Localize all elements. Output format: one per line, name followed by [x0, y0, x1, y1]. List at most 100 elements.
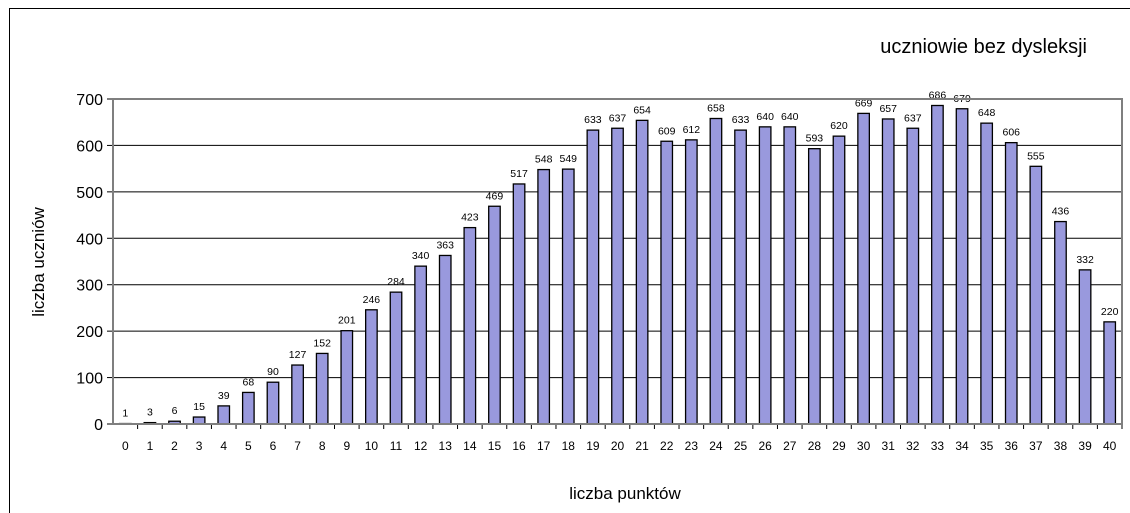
x-tick-label: 30 — [857, 439, 871, 453]
bar — [857, 112, 870, 425]
bar — [241, 391, 255, 425]
bar — [217, 405, 231, 425]
x-tick-label: 23 — [685, 439, 699, 453]
x-tick-label: 11 — [390, 439, 403, 453]
y-axis-label: liczba uczniów — [29, 206, 48, 316]
bar — [709, 117, 723, 425]
bar — [192, 416, 206, 425]
data-label: 648 — [978, 107, 996, 119]
x-tick-label: 26 — [758, 439, 772, 453]
x-tick-label: 38 — [1054, 439, 1068, 453]
x-tick-label: 32 — [906, 439, 920, 453]
bar — [463, 226, 477, 425]
bar — [561, 168, 575, 425]
bar — [586, 129, 600, 425]
bar — [291, 364, 304, 425]
x-tick-label: 4 — [220, 439, 227, 453]
bar — [881, 118, 895, 425]
bar — [684, 139, 698, 425]
bar — [758, 126, 772, 425]
bar — [1103, 321, 1117, 425]
data-label: 658 — [707, 103, 725, 115]
data-label: 15 — [193, 401, 205, 413]
data-label: 1 — [122, 408, 128, 420]
data-label: 423 — [461, 212, 479, 224]
y-tick-label: 700 — [76, 92, 103, 109]
data-label: 436 — [1052, 206, 1070, 218]
data-label: 637 — [609, 112, 627, 124]
data-label: 637 — [904, 112, 922, 124]
data-label: 152 — [313, 337, 331, 349]
x-tick-label: 18 — [562, 439, 576, 453]
x-tick-label: 22 — [660, 439, 674, 453]
bar — [340, 330, 354, 425]
x-tick-label: 3 — [196, 439, 203, 453]
x-tick-label: 6 — [270, 439, 277, 453]
data-label: 555 — [1027, 150, 1045, 162]
bar — [1029, 165, 1043, 425]
x-tick-label: 1 — [147, 439, 154, 453]
bar — [635, 119, 649, 425]
bar — [438, 254, 452, 425]
x-axis-label: liczba punktów — [569, 484, 681, 503]
x-tick-label: 12 — [414, 439, 428, 453]
bar — [537, 168, 551, 425]
bar — [906, 127, 920, 425]
x-tick-label: 19 — [586, 439, 600, 453]
data-label: 6 — [172, 405, 178, 417]
data-label: 593 — [806, 133, 824, 145]
data-label: 657 — [879, 103, 897, 115]
data-label: 332 — [1076, 254, 1094, 266]
y-tick-label: 100 — [76, 371, 103, 388]
x-tick-label: 35 — [980, 439, 994, 453]
x-tick-label: 16 — [512, 439, 526, 453]
x-tick-label: 10 — [365, 439, 379, 453]
data-label: 284 — [387, 276, 405, 288]
data-label: 127 — [289, 349, 307, 361]
bar — [832, 135, 846, 425]
chart-frame — [9, 8, 1130, 513]
x-tick-label: 27 — [783, 439, 797, 453]
data-label: 90 — [267, 366, 279, 378]
bar — [512, 183, 526, 425]
data-label: 633 — [732, 114, 750, 126]
data-label: 669 — [855, 97, 873, 109]
x-tick-label: 14 — [463, 439, 477, 453]
bar — [980, 122, 994, 425]
x-tick-label: 7 — [294, 439, 301, 453]
y-tick-label: 300 — [76, 278, 103, 295]
data-label: 620 — [830, 120, 848, 132]
bar — [611, 127, 624, 425]
data-label: 633 — [584, 114, 602, 126]
x-tick-label: 13 — [439, 439, 453, 453]
bar — [488, 205, 501, 425]
x-tick-label: 36 — [1005, 439, 1019, 453]
x-tick-label: 39 — [1078, 439, 1092, 453]
bar — [389, 291, 403, 425]
data-label: 363 — [436, 239, 454, 251]
data-label: 68 — [243, 376, 255, 388]
data-label: 39 — [218, 390, 230, 402]
data-label: 640 — [756, 111, 774, 123]
x-tick-label: 25 — [734, 439, 748, 453]
x-tick-label: 31 — [882, 439, 896, 453]
data-label: 246 — [363, 294, 381, 306]
x-tick-label: 37 — [1029, 439, 1043, 453]
chart-title: uczniowie bez dysleksji — [880, 36, 1087, 58]
bar — [1004, 141, 1018, 425]
y-tick-label: 600 — [76, 138, 103, 155]
bar — [315, 352, 329, 425]
data-label: 469 — [486, 190, 504, 202]
bar — [931, 104, 944, 425]
x-tick-label: 2 — [171, 439, 178, 453]
y-tick-label: 500 — [76, 185, 103, 202]
bar — [955, 108, 969, 425]
bar — [1054, 220, 1067, 425]
x-tick-label: 29 — [832, 439, 846, 453]
data-label: 549 — [560, 153, 578, 165]
y-tick-label: 0 — [94, 417, 103, 434]
x-tick-label: 17 — [537, 439, 551, 453]
x-tick-label: 33 — [931, 439, 945, 453]
y-tick-label: 400 — [76, 231, 103, 248]
